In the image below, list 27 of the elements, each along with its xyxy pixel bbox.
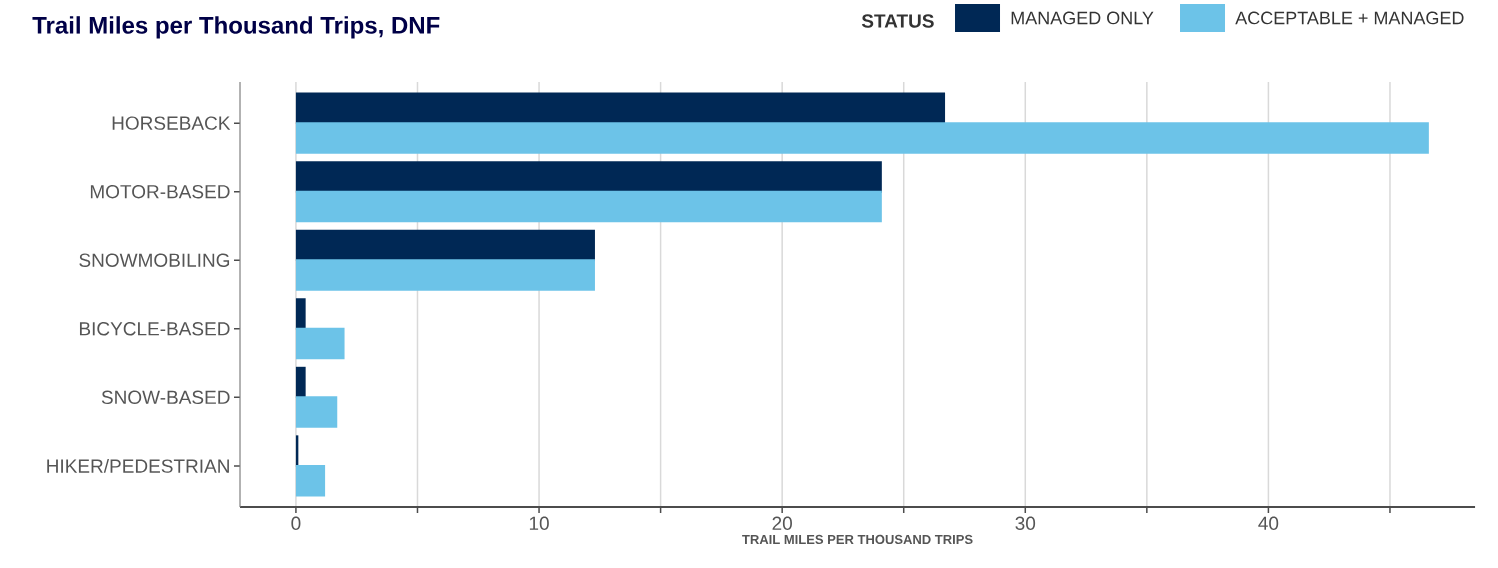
legend-title: STATUS [861, 14, 934, 28]
y-tick-label: MOTOR-BASED [90, 184, 230, 199]
bar [295, 464, 326, 497]
x-tick-label: 30 [1015, 516, 1036, 530]
bar [295, 396, 338, 428]
x-axis-title: TRAIL MILES PER THOUSAND TRIPS [742, 534, 973, 545]
bar [295, 92, 946, 125]
y-tick-label: BICYCLE-BASED [79, 322, 230, 336]
y-tick-label: SNOW-BASED [101, 390, 230, 405]
bar [295, 366, 306, 399]
bar [295, 229, 595, 262]
bar [295, 298, 306, 330]
y-tick-label: HORSEBACK [112, 116, 231, 130]
y-tick-label: SNOWMOBILING [79, 253, 230, 267]
legend-label: MANAGED ONLY [1011, 11, 1154, 25]
bar [295, 122, 1429, 154]
x-tick-label: 10 [529, 516, 549, 530]
x-tick-label: 0 [291, 516, 301, 530]
chart-title: Trail Miles per Thousand Trips, DNF [32, 16, 440, 39]
bar [295, 190, 882, 223]
bar [295, 161, 882, 193]
x-tick-label: 20 [772, 516, 792, 530]
x-tick-label: 40 [1258, 516, 1279, 530]
bar [295, 259, 595, 291]
bar [295, 327, 345, 360]
y-tick-label: HIKER/PEDESTRIAN [47, 458, 229, 473]
legend-label: ACCEPTABLE + MANAGED [1235, 11, 1464, 25]
